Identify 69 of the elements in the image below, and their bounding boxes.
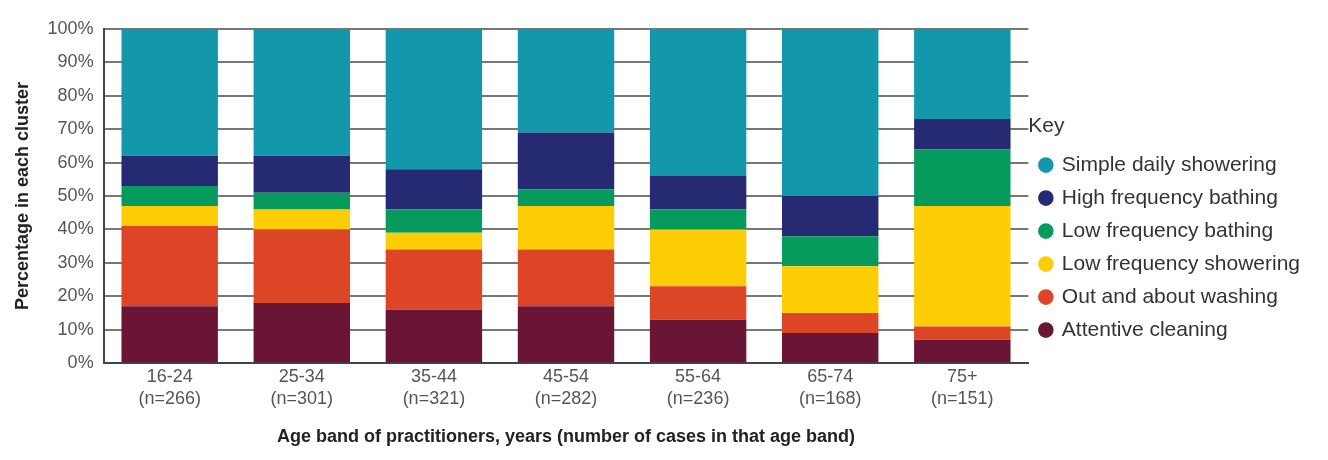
y-tick-label: 70% (57, 118, 94, 139)
legend-label: High frequency bathing (1061, 184, 1278, 208)
y-tick-label: 20% (57, 285, 94, 306)
bar (517, 306, 615, 363)
bar (121, 206, 218, 227)
legend-label: Out and about washing (1061, 283, 1278, 307)
bar (121, 226, 218, 307)
bar (517, 249, 615, 307)
bar (914, 119, 1011, 150)
bar (781, 236, 879, 267)
bar (253, 192, 351, 210)
bar (517, 28, 615, 133)
bar (385, 309, 483, 363)
y-tick-label: 0% (67, 352, 94, 373)
bar (649, 175, 747, 210)
bar (914, 206, 1011, 327)
bar (253, 229, 351, 304)
y-axis-title: Percentage in each cluster (11, 81, 32, 311)
y-tick-label: 80% (57, 84, 94, 105)
bar (781, 313, 879, 334)
x-tick-label: 35-44 (n=321) (402, 365, 466, 408)
legend-label: Attentive cleaning (1061, 316, 1228, 340)
bar (781, 28, 879, 196)
bar (121, 28, 218, 156)
bar (649, 28, 747, 176)
legend-title: Key (1028, 112, 1066, 136)
bar (781, 333, 879, 363)
bar (385, 232, 483, 250)
legend-label: Low frequency bathing (1061, 217, 1274, 241)
bar (914, 339, 1011, 363)
bar (385, 249, 483, 310)
bar (517, 132, 615, 190)
bar (649, 319, 747, 363)
x-tick-label: 25-34 (n=301) (270, 365, 334, 408)
legend-label: Low frequency showering (1061, 250, 1300, 274)
bar (253, 28, 351, 156)
bar (121, 306, 218, 363)
bar (517, 189, 615, 207)
bar (385, 169, 483, 210)
x-tick-label: 55-64 (n=236) (666, 365, 730, 408)
bar (649, 286, 747, 320)
x-tick-label: 16-24 (n=266) (138, 365, 201, 408)
bar (649, 229, 747, 287)
bar (253, 303, 351, 363)
x-axis-title: Age band of practitioners, years (number of cases in that age band) (276, 426, 856, 447)
y-tick-label: 30% (57, 251, 94, 272)
y-tick-label: 50% (57, 184, 94, 205)
bar (253, 209, 351, 230)
y-tick-label: 90% (57, 51, 94, 72)
x-tick-label: 65-74 (n=168) (798, 365, 862, 408)
x-tick-label: 45-54 (n=282) (534, 365, 598, 408)
bar (385, 209, 483, 233)
bar (517, 206, 615, 250)
y-tick-label: 60% (57, 151, 94, 172)
bar (121, 185, 218, 207)
bar (781, 266, 879, 314)
bar (253, 155, 351, 193)
bar (914, 326, 1011, 340)
bar (914, 149, 1011, 207)
bar (781, 196, 879, 237)
y-tick-label: 100% (47, 17, 94, 38)
bar (649, 209, 747, 230)
x-tick-label: 75+ (n=151) (931, 365, 994, 408)
bar (121, 155, 218, 186)
bar (914, 28, 1011, 120)
bar (385, 28, 483, 170)
y-tick-label: 40% (57, 218, 94, 239)
legend-label: Simple daily showering (1061, 151, 1277, 175)
y-tick-label: 10% (57, 318, 94, 339)
